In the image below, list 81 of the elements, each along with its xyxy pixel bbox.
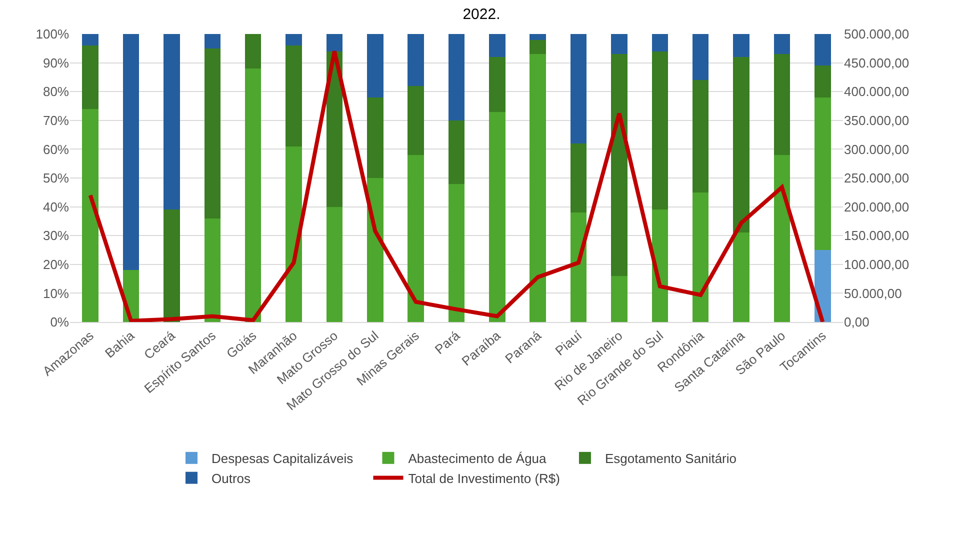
y-tick-label: 30%: [42, 228, 70, 244]
bar: [652, 34, 668, 52]
bar: [326, 34, 343, 52]
bar: [286, 146, 302, 322]
bar: [570, 143, 587, 213]
bar: [692, 34, 709, 80]
bar: [774, 154, 790, 322]
y-tick-label: 50%: [42, 170, 70, 186]
bar: [570, 34, 587, 144]
legend-label: Outros: [212, 470, 252, 486]
bar: [530, 34, 546, 40]
bar: [408, 34, 424, 86]
bar: [448, 184, 465, 322]
y-tick-label: 70%: [42, 112, 70, 128]
y-tick-label: 40%: [42, 199, 70, 214]
bar: [408, 154, 424, 322]
legend-label: Abastecimento de Água: [408, 450, 548, 466]
bar: [244, 68, 262, 322]
bar: [733, 232, 750, 322]
y2-tick-label: 450.000,00: [844, 55, 910, 70]
bar: [611, 34, 628, 54]
bar: [366, 34, 384, 98]
bar: [530, 54, 546, 322]
bar: [204, 218, 221, 322]
bar: [611, 54, 628, 276]
bar: [652, 51, 668, 210]
legend-label: Total de Investimento (R$): [408, 470, 560, 486]
y2-tick-label: 100.000,00: [844, 256, 910, 272]
bar: [570, 212, 587, 322]
chart-title: 2022.: [462, 6, 500, 23]
bar: [692, 80, 709, 192]
bar: [733, 57, 750, 233]
bar: [774, 34, 790, 54]
bar: [733, 34, 750, 58]
bar: [204, 34, 221, 48]
bar: [82, 34, 98, 46]
bar: [814, 250, 831, 322]
legend-label: Esgotamento Sanitário: [604, 450, 736, 466]
y-tick-label: 0%: [50, 314, 70, 330]
bar: [326, 206, 343, 322]
bar: [489, 57, 506, 112]
bar: [122, 34, 140, 270]
y2-tick-label: 150.000,00: [844, 228, 910, 244]
bar: [164, 210, 180, 322]
bar: [164, 34, 180, 210]
bar: [448, 34, 465, 120]
bar: [774, 54, 790, 155]
bar: [814, 34, 831, 66]
bar: [692, 192, 709, 322]
line-series: [88, 49, 825, 322]
bar: [814, 66, 831, 98]
bar: [489, 34, 506, 58]
legend-label: Despesas Capitalizáveis: [212, 450, 354, 466]
bar: [204, 48, 221, 218]
y-tick-label: 90%: [42, 55, 70, 70]
y2-tick-label: 300.000,00: [844, 142, 910, 157]
bar: [82, 108, 98, 322]
y2-tick-label: 400.000,00: [844, 84, 910, 100]
bar: [530, 40, 546, 54]
y2-tick-label: 500.000,00: [844, 26, 910, 42]
bar: [286, 34, 302, 46]
bar: [286, 46, 302, 146]
bar: [366, 178, 384, 322]
bar: [244, 34, 262, 69]
y2-tick-label: 250.000,00: [844, 170, 910, 186]
bar: [82, 46, 98, 109]
bar: [611, 276, 628, 322]
bar: [489, 112, 506, 322]
bar: [366, 97, 384, 178]
y2-tick-label: 200.000,00: [844, 199, 910, 214]
y-tick-label: 100%: [36, 26, 70, 42]
y-tick-label: 60%: [42, 142, 70, 157]
y2-tick-label: 50.000,00: [844, 286, 902, 301]
y-tick-label: 20%: [42, 256, 70, 272]
bar: [448, 120, 465, 184]
y-tick-label: 10%: [42, 286, 70, 301]
bar: [408, 86, 424, 155]
y2-tick-label: 350.000,00: [844, 112, 910, 128]
bar: [814, 97, 831, 250]
y2-tick-label: 0,00: [844, 314, 870, 330]
y-tick-label: 80%: [42, 84, 70, 100]
